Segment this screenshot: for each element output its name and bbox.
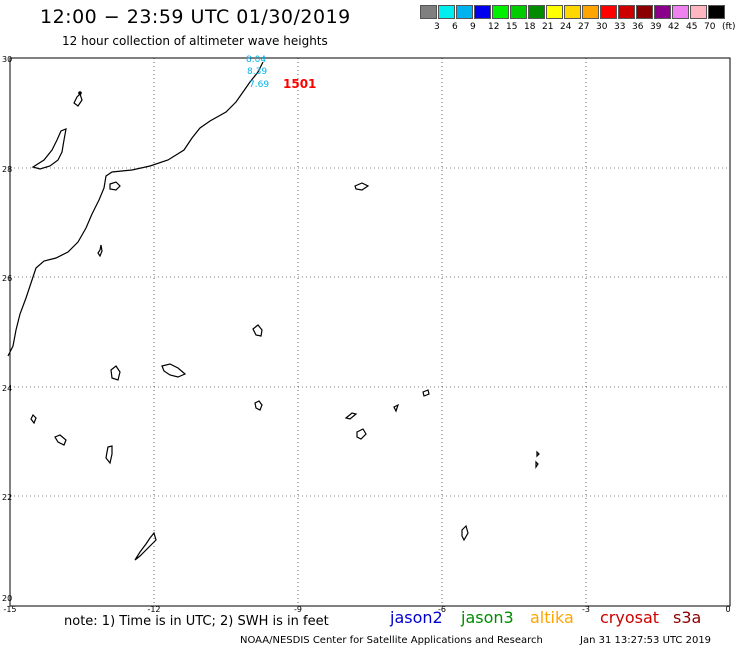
island-islet — [30, 413, 37, 425]
color-swatch — [564, 5, 581, 19]
island-fuerteventura — [31, 128, 67, 170]
island-islet — [54, 434, 67, 446]
mission-altika: altika — [530, 608, 574, 627]
color-scale-label: 33 — [614, 22, 626, 32]
color-swatch — [654, 5, 671, 19]
color-scale-label: 30 — [596, 22, 608, 32]
lon-label: -9 — [294, 605, 302, 614]
lat-label: 22 — [2, 493, 12, 502]
color-swatch — [510, 5, 527, 19]
color-scale-labels: 3 6 9 12 15 18 21 24 27 30 33 36 39 42 45 70 (ft) — [420, 22, 740, 34]
island-islet — [344, 412, 358, 420]
color-scale-label: 6 — [452, 22, 458, 32]
island-tenerife — [97, 244, 103, 258]
color-swatch — [690, 5, 707, 19]
lon-label: -12 — [147, 605, 160, 614]
mission-cryosat: cryosat — [600, 608, 660, 627]
color-swatch — [528, 5, 545, 19]
island-islet — [422, 389, 430, 397]
pass-id-label: 1501 — [283, 77, 316, 91]
credit-line: NOAA/NESDIS Center for Satellite Applica… — [240, 635, 543, 646]
footer-note: note: 1) Time is in UTC; 2) SWH is in fe… — [64, 614, 329, 629]
mission-jason3: jason3 — [461, 608, 514, 627]
island-islet — [535, 460, 539, 469]
color-swatch — [708, 5, 725, 19]
map-title: 12:00 − 23:59 UTC 01/30/2019 — [40, 6, 351, 28]
island-islet — [161, 363, 187, 378]
lon-label: -6 — [438, 605, 446, 614]
color-scale-label: (ft) — [722, 22, 736, 32]
lon-label: -3 — [582, 605, 590, 614]
color-swatch — [582, 5, 599, 19]
lat-label: 30 — [2, 55, 12, 64]
island-islet — [354, 182, 370, 191]
color-swatch — [600, 5, 617, 19]
color-scale-label: 9 — [470, 22, 476, 32]
lat-label: 20 — [2, 594, 12, 603]
color-scale-label: 15 — [506, 22, 518, 32]
color-scale-label: 70 — [704, 22, 716, 32]
wave-height-label: 7.69 — [249, 80, 269, 90]
island-islet — [393, 403, 400, 413]
mission-s3a: s3a — [673, 608, 702, 627]
color-swatch — [672, 5, 689, 19]
color-scale-label: 27 — [578, 22, 590, 32]
color-swatch — [456, 5, 473, 19]
color-swatch — [636, 5, 653, 19]
map-frame — [9, 57, 731, 607]
lon-label: 0 — [725, 605, 730, 614]
color-scale-label: 21 — [542, 22, 554, 32]
lat-label: 26 — [2, 274, 12, 283]
color-scale-label: 39 — [650, 22, 662, 32]
wave-height-label: 8.04 — [246, 55, 266, 65]
color-scale-label: 36 — [632, 22, 644, 32]
color-swatch — [420, 5, 437, 19]
island-islet — [356, 428, 367, 440]
map-subtitle: 12 hour collection of altimeter wave hei… — [62, 34, 328, 48]
map-grid — [10, 58, 730, 606]
color-swatch — [618, 5, 635, 19]
island-islet — [254, 400, 263, 411]
island-islet — [536, 450, 540, 458]
color-scale-label: 12 — [488, 22, 500, 32]
wave-height-label: 8.39 — [247, 67, 267, 77]
wave-height-labels: 8.04 8.39 7.69 — [246, 55, 269, 90]
coastline-africa — [7, 61, 264, 357]
island-islet — [110, 365, 121, 381]
color-swatch — [474, 5, 491, 19]
color-scale — [420, 5, 726, 19]
longitude-labels: -15 -12 -9 -6 -3 0 — [3, 605, 730, 614]
islands — [30, 91, 540, 561]
color-scale-label: 42 — [668, 22, 680, 32]
lon-label: -15 — [3, 605, 16, 614]
timestamp: Jan 31 13:27:53 UTC 2019 — [580, 635, 712, 646]
color-swatch — [546, 5, 563, 19]
color-scale-label: 24 — [560, 22, 572, 32]
latitude-labels: 30 28 26 24 22 20 — [2, 55, 12, 603]
color-scale-label: 3 — [434, 22, 440, 32]
island-lanzarote — [73, 92, 83, 107]
island-gran-canaria — [109, 181, 121, 191]
island-islet — [134, 531, 157, 561]
island-islet — [461, 524, 469, 542]
island-islet — [78, 91, 82, 95]
mission-jason2: jason2 — [390, 608, 443, 627]
color-scale-label: 18 — [524, 22, 536, 32]
lat-label: 24 — [2, 384, 12, 393]
color-swatch — [438, 5, 455, 19]
island-islet — [252, 324, 263, 337]
lat-label: 28 — [2, 165, 12, 174]
color-swatch — [492, 5, 509, 19]
island-islet — [105, 445, 113, 465]
color-scale-label: 45 — [686, 22, 698, 32]
